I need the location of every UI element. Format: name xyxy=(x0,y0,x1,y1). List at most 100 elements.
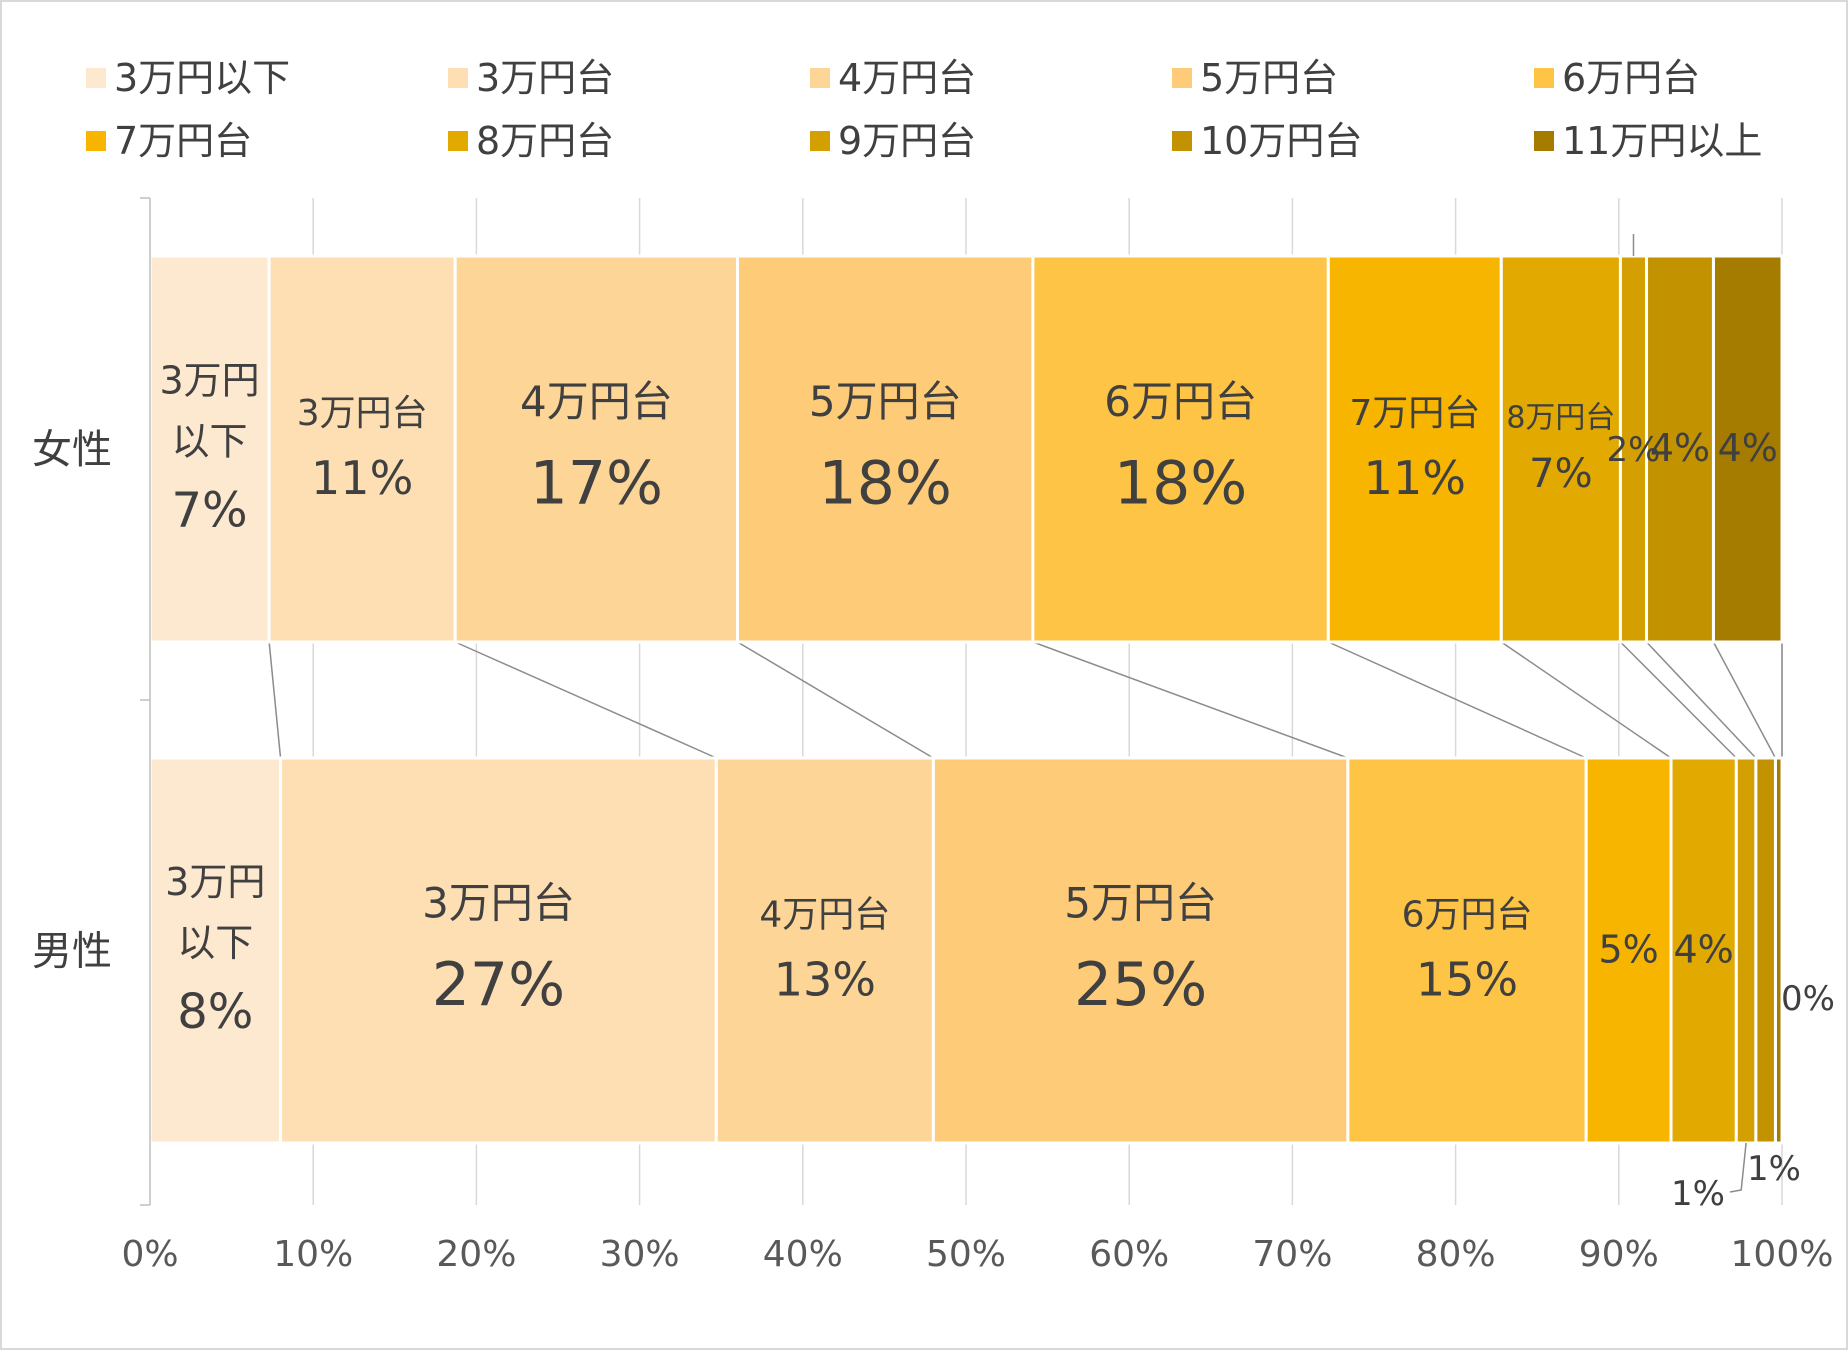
bar-segment xyxy=(1669,756,1738,1145)
data-label: 4% xyxy=(1650,426,1710,470)
legend-label: 8万円台 xyxy=(476,119,614,163)
data-label: 4% xyxy=(1718,426,1778,470)
x-tick-label: 40% xyxy=(763,1234,843,1275)
data-label: 18% xyxy=(819,449,952,519)
series-line xyxy=(737,641,934,759)
category-label: 女性 xyxy=(32,427,112,473)
x-tick-label: 90% xyxy=(1579,1234,1659,1275)
series-line xyxy=(1645,641,1757,759)
legend-swatch xyxy=(810,131,830,151)
data-label: 5万円台 xyxy=(809,377,962,426)
data-label: 11% xyxy=(311,451,413,505)
legend-label: 6万円台 xyxy=(1562,56,1700,100)
series-line xyxy=(1619,641,1737,759)
data-label: 8万円台 xyxy=(1506,401,1615,436)
data-label: 1% xyxy=(1671,1174,1725,1214)
series-lines xyxy=(268,641,1783,759)
legend-label: 3万円以下 xyxy=(114,56,290,100)
bar-segment xyxy=(1031,254,1330,644)
legend-swatch xyxy=(810,68,830,88)
bar-segment xyxy=(714,756,935,1145)
x-tick-label: 10% xyxy=(273,1234,353,1275)
bar-segment xyxy=(279,756,718,1145)
category-label: 男性 xyxy=(32,929,112,975)
data-label: 4万円台 xyxy=(520,377,673,426)
x-tick-label: 20% xyxy=(436,1234,516,1275)
series-line xyxy=(268,641,282,759)
bar-segment xyxy=(1754,756,1777,1145)
data-label: 2% xyxy=(1607,430,1661,470)
data-label: 3万円 xyxy=(159,359,259,403)
bar-segment xyxy=(1326,254,1503,644)
legend-swatch xyxy=(448,68,468,88)
data-label: 5万円台 xyxy=(1064,878,1217,927)
data-label: 25% xyxy=(1074,950,1207,1020)
data-label: 13% xyxy=(774,952,876,1006)
data-label: 3万円 xyxy=(165,860,265,904)
data-label: 3万円台 xyxy=(422,878,575,927)
legend-label: 3万円台 xyxy=(476,56,614,100)
series-line xyxy=(1032,641,1349,759)
x-tick-label: 0% xyxy=(121,1234,178,1275)
data-label: 18% xyxy=(1114,449,1247,519)
bar-segment xyxy=(1346,756,1588,1145)
bar-segment xyxy=(1499,254,1622,644)
x-tick-label: 60% xyxy=(1089,1234,1169,1275)
legend-swatch xyxy=(1172,131,1192,151)
bar-segment xyxy=(1734,756,1758,1145)
legend-swatch xyxy=(86,131,106,151)
data-label: 4万円台 xyxy=(759,894,890,935)
data-label: 7万円台 xyxy=(1349,393,1480,434)
legend-label: 4万円台 xyxy=(838,56,976,100)
data-label: 7% xyxy=(1529,451,1592,497)
bar-segments xyxy=(148,254,1784,1145)
legend-label: 11万円以上 xyxy=(1562,119,1762,163)
legend-label: 10万円台 xyxy=(1200,119,1362,163)
bar-segment xyxy=(1711,254,1784,644)
data-label: 以下 xyxy=(177,921,253,965)
series-line xyxy=(454,641,717,759)
x-tick-label: 70% xyxy=(1252,1234,1332,1275)
data-label: 3万円台 xyxy=(297,393,428,434)
legend-label: 7万円台 xyxy=(114,119,252,163)
data-label: 6万円台 xyxy=(1104,377,1257,426)
x-tick-label: 50% xyxy=(926,1234,1006,1275)
data-label: 7% xyxy=(171,483,247,539)
bar-segment xyxy=(148,756,283,1145)
data-label: 4% xyxy=(1674,928,1734,972)
bar-segment xyxy=(1584,756,1673,1145)
series-line xyxy=(1500,641,1672,759)
series-line xyxy=(1712,641,1777,759)
legend-swatch xyxy=(1172,68,1192,88)
legend-swatch xyxy=(1534,68,1554,88)
data-label: 1% xyxy=(1747,1149,1801,1189)
legend-swatch xyxy=(1534,131,1554,151)
data-label: 5% xyxy=(1598,928,1658,972)
data-label: 27% xyxy=(432,950,565,1020)
bar-segment xyxy=(267,254,457,644)
data-label: 6万円台 xyxy=(1402,894,1533,935)
leader-line xyxy=(1729,1142,1747,1193)
bar-segment xyxy=(931,756,1350,1145)
data-label: 11% xyxy=(1364,451,1466,505)
series-line xyxy=(1327,641,1587,759)
bar-segment xyxy=(453,254,740,644)
data-label: 以下 xyxy=(172,419,248,463)
data-label: 17% xyxy=(530,449,663,519)
legend-label: 5万円台 xyxy=(1200,56,1338,100)
data-labels: 3万円以下7%3万円台11%4万円台17%5万円台18%6万円台18%7万円台1… xyxy=(159,234,1835,1214)
legend-label: 9万円台 xyxy=(838,119,976,163)
x-tick-label: 80% xyxy=(1416,1234,1496,1275)
legend-swatch xyxy=(86,68,106,88)
bar-segment xyxy=(1773,756,1784,1145)
legend: 3万円以下 3万円台 4万円台 5万円台 6万円台 7万円台 8万円台 9万円台 10万円台 11… xyxy=(86,56,1762,163)
data-label: 0% xyxy=(1781,979,1835,1019)
data-label: 15% xyxy=(1416,952,1518,1006)
data-label: 8% xyxy=(177,984,253,1040)
x-tick-label: 100% xyxy=(1731,1234,1834,1275)
legend-swatch xyxy=(448,131,468,151)
